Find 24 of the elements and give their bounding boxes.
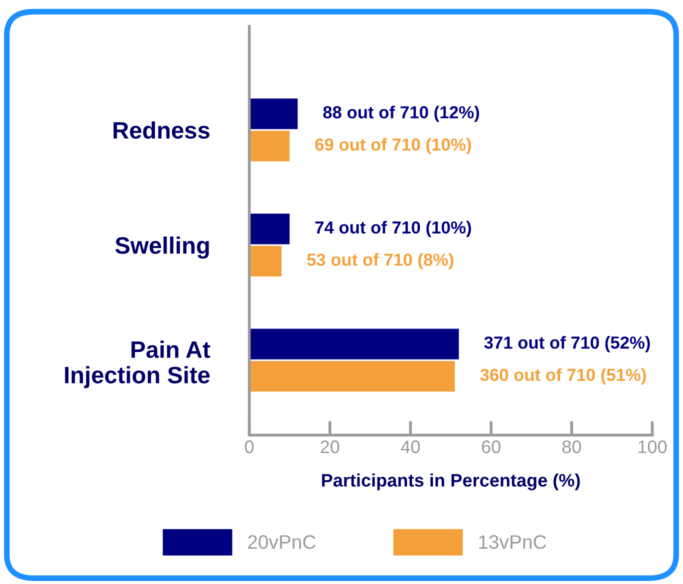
bar xyxy=(249,328,459,360)
legend-label: 20vPnC xyxy=(248,535,316,549)
data-label: 88 out of 710 (12%) xyxy=(323,106,480,122)
x-tick-label: 40 xyxy=(400,440,420,454)
x-tick-label: 20 xyxy=(320,440,340,454)
bar xyxy=(249,214,290,244)
bar xyxy=(249,246,282,277)
y-tick-label: Pain At Injection Site xyxy=(65,340,210,388)
x-tick-label: 80 xyxy=(562,440,582,454)
bar xyxy=(249,98,298,130)
data-label: 371 out of 710 (52%) xyxy=(484,336,650,352)
x-tick-label: 0 xyxy=(244,440,254,454)
y-tick-label: Redness xyxy=(114,121,210,139)
data-label: 69 out of 710 (10%) xyxy=(315,138,471,154)
data-label: 360 out of 710 (51%) xyxy=(480,368,646,384)
x-tick-label: 100 xyxy=(638,440,667,454)
data-label: 74 out of 710 (10%) xyxy=(315,220,471,238)
legend-label: 13vPnC xyxy=(479,535,546,549)
data-label: 53 out of 710 (8%) xyxy=(307,253,454,270)
bar xyxy=(249,130,290,162)
y-tick-label: Swelling xyxy=(115,236,209,259)
x-tick-label: 60 xyxy=(482,440,500,454)
x-axis-title: Participants in Percentage (%) xyxy=(322,473,580,490)
bar xyxy=(249,361,455,392)
